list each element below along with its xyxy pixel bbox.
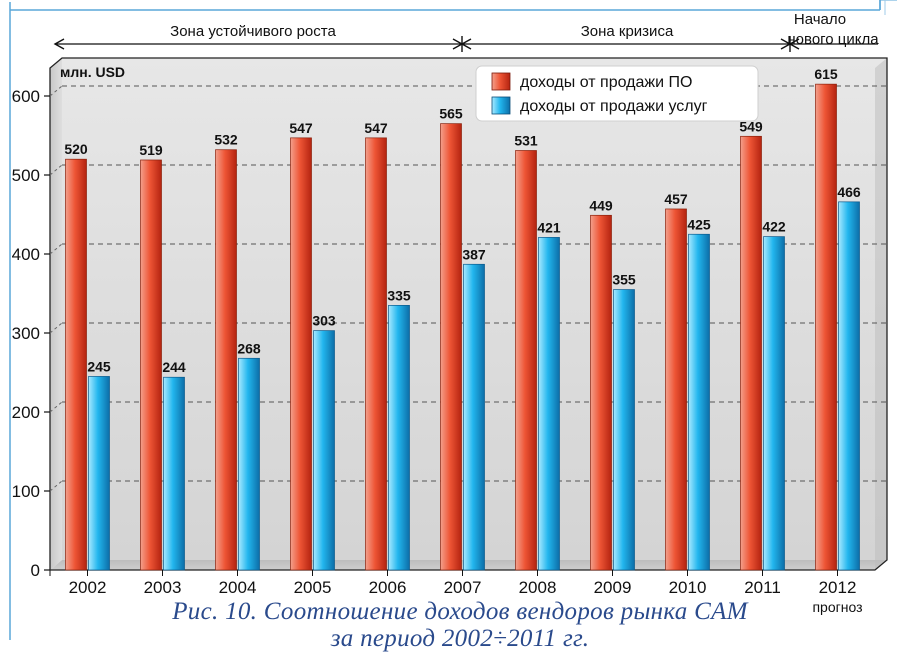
data-label: 547 [289,120,313,136]
y-tick-label: 100 [12,482,40,501]
grid-line-side [49,243,63,255]
bar-services [763,236,785,571]
data-label: 466 [837,184,861,200]
data-label: 565 [439,106,463,122]
data-label: 244 [162,359,186,375]
data-label: 387 [462,246,486,262]
x-tick-label: 2005 [294,578,332,597]
legend-label-software: доходы от продажи ПО [520,74,692,91]
bar-software [365,137,387,571]
x-tick-sublabel: прогноз [812,599,862,615]
bar-software [440,123,462,571]
bar-software [290,137,312,571]
x-tick-label: 2010 [669,578,707,597]
x-tick-label: 2006 [369,578,407,597]
grid-line-side [49,85,63,97]
legend-label-services: доходы от продажи услуг [520,98,708,115]
data-label: 519 [139,142,163,158]
data-label: 355 [612,272,636,288]
x-tick-label: 2003 [144,578,182,597]
data-label: 532 [214,132,238,148]
data-label: 425 [687,216,711,232]
figure-frame [9,0,897,640]
plot-frame [49,57,888,571]
x-tick-label: 2011 [744,578,781,597]
bar-software [140,159,162,571]
legend-swatch-services [491,96,511,115]
y-axis-label: млн. USD [60,64,125,80]
bar-services [313,330,335,571]
zone-label-new-cycle-line1: Начало [794,11,846,28]
data-label: 549 [739,118,763,134]
x-axis-ticks: 2002 2003 2004 2005 2006 2007 2008 2009 2010 2011… [49,570,863,615]
bar-services [88,376,110,571]
y-tick-label: 200 [12,403,40,422]
bar-services [163,376,185,571]
bar-services [613,289,635,571]
x-tick-label: 2007 [444,578,482,597]
zone-annotations: Зона устойчивого роста Зона кризиса Нача… [53,11,879,52]
zone-label-new-cycle-line2: нового цикла [787,31,879,48]
bar-services [688,233,710,571]
data-label: 449 [589,197,613,213]
y-tick-label: 0 [31,561,40,580]
bar-software [815,83,837,571]
data-label: 520 [64,141,88,157]
caption-line-1: Рис. 10. Соотношение доходов вендоров ры… [172,598,748,625]
x-tick-label: 2004 [219,578,257,597]
legend: доходы от продажи ПО доходы от продажи у… [475,65,759,122]
data-label: 303 [312,313,336,329]
figure-caption: Рис. 10. Соотношение доходов вендоров ры… [60,598,860,652]
grid-line-side [49,480,63,492]
data-label: 245 [87,358,111,374]
x-tick-label: 2012 [819,578,857,597]
legend-swatch-software [491,72,511,91]
y-axis-ticks: 0 100 200 300 400 500 600 [12,87,50,580]
data-label: 421 [537,219,561,235]
y-tick-label: 400 [12,245,40,264]
grid-line-side [49,401,63,413]
y-tick-label: 600 [12,87,40,106]
grid-line-side [49,164,63,176]
data-label: 335 [387,287,411,303]
data-label: 457 [664,191,688,207]
y-tick-label: 300 [12,324,40,343]
bar-services [538,237,560,571]
bar-software [590,214,612,571]
plot-left-wall [50,58,62,570]
bar-services [838,201,860,571]
legend-box [475,65,759,122]
data-label: 531 [514,133,538,149]
zone-label-crisis: Зона кризиса [581,23,674,40]
bar-services [388,305,410,571]
data-label: 615 [814,66,838,82]
bars: 520 245 519 244 532 268 547 303 547 335 565 387 531 4… [64,66,861,571]
caption-line-2: за период 2002÷2011 гг. [330,625,590,652]
bar-software [740,135,762,571]
data-label: 422 [762,219,786,235]
x-tick-label: 2002 [69,578,107,597]
y-tick-label: 500 [12,166,40,185]
data-label: 268 [237,340,261,356]
x-tick-label: 2008 [519,578,557,597]
bar-software [65,158,87,571]
plot-right-edge [875,58,887,570]
x-tick-label: 2009 [594,578,632,597]
bar-services [238,357,260,571]
bar-services [463,263,485,571]
bar-software [215,149,237,571]
grid-line-side [49,322,63,334]
bar-software [665,208,687,571]
zone-label-growth: Зона устойчивого роста [170,23,336,40]
data-label: 547 [364,120,388,136]
bar-software [515,150,537,571]
